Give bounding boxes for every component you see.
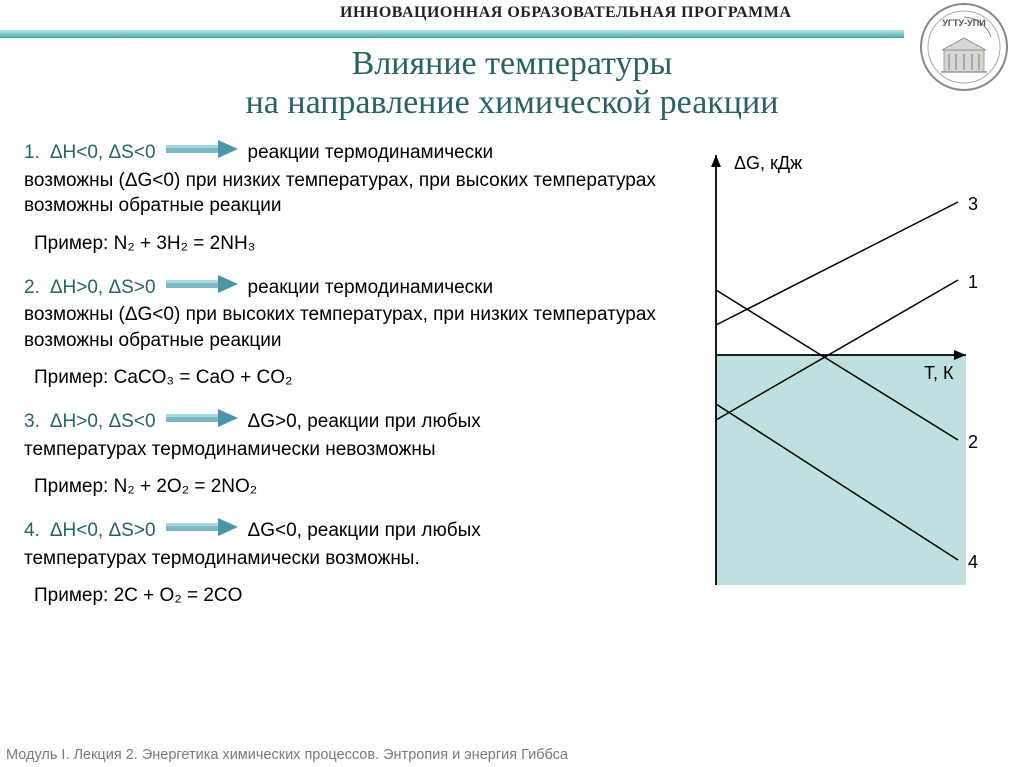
svg-text:T, К: T, К <box>924 363 954 383</box>
title-line-2: на направление химической реакции <box>246 84 779 121</box>
logo-text: УГТУ-УПИ <box>942 18 985 28</box>
svg-text:2: 2 <box>968 432 978 452</box>
case-condition: ΔH<0, ΔS<0 <box>50 140 156 166</box>
example-equation: CaCO₃ = CaO + CO₂ <box>114 367 293 388</box>
case-1: 1. ΔH<0, ΔS<0 реакции термодинамически в… <box>24 140 664 257</box>
example-equation: 2C + O₂ = 2CO <box>114 585 243 606</box>
header-divider <box>0 30 904 38</box>
svg-text:3: 3 <box>968 194 978 214</box>
gibbs-energy-chart: ΔG, кДж T, К 1 2 3 4 <box>686 140 996 600</box>
example-label: Пример: <box>34 476 108 497</box>
case-4: 4. ΔH<0, ΔS>0 ΔG<0, реакции при любых те… <box>24 518 664 609</box>
case-3: 3. ΔH>0, ΔS<0 ΔG>0, реакции при любых те… <box>24 409 664 500</box>
svg-text:4: 4 <box>968 552 978 572</box>
example-label: Пример: <box>34 585 108 606</box>
case-number: 4. <box>24 518 40 544</box>
footer-text: Модуль I. Лекция 2. Энергетика химически… <box>6 747 568 763</box>
case-example: Пример: N₂ + 2O₂ = 2NO₂ <box>34 474 664 500</box>
case-continuation: температурах термодинамически возможны. <box>24 546 664 572</box>
example-equation: N₂ + 2O₂ = 2NO₂ <box>114 476 258 497</box>
arrow-icon <box>166 140 238 166</box>
case-example: Пример: N₂ + 3H₂ = 2NH₃ <box>34 231 664 257</box>
example-label: Пример: <box>34 233 108 254</box>
arrow-icon <box>166 409 238 435</box>
example-label: Пример: <box>34 367 108 388</box>
svg-text:ΔG, кДж: ΔG, кДж <box>734 153 802 173</box>
case-after: реакции термодинамически <box>248 275 494 301</box>
case-number: 2. <box>24 275 40 301</box>
case-2: 2. ΔH>0, ΔS>0 реакции термодинамически в… <box>24 275 664 392</box>
case-number: 1. <box>24 140 40 166</box>
slide-title: Влияние температуры на направление химич… <box>0 44 1024 122</box>
arrow-icon <box>166 518 238 544</box>
case-after: ΔG<0, реакции при любых <box>248 518 481 544</box>
content-area: 1. ΔH<0, ΔS<0 реакции термодинамически в… <box>24 140 664 627</box>
case-continuation: возможны (ΔG<0) при низких температурах,… <box>24 168 664 219</box>
case-condition: ΔH>0, ΔS>0 <box>50 275 156 301</box>
arrow-icon <box>166 275 238 301</box>
case-continuation: температурах термодинамически невозможны <box>24 437 664 463</box>
header-program: ИННОВАЦИОННАЯ ОБРАЗОВАТЕЛЬНАЯ ПРОГРАММА <box>340 4 791 22</box>
svg-text:1: 1 <box>968 272 978 292</box>
case-after: ΔG>0, реакции при любых <box>248 409 481 435</box>
case-number: 3. <box>24 409 40 435</box>
case-example: Пример: 2C + O₂ = 2CO <box>34 583 664 609</box>
university-logo: УГТУ-УПИ <box>919 2 1009 92</box>
example-equation: N₂ + 3H₂ = 2NH₃ <box>114 233 256 254</box>
title-line-1: Влияние температуры <box>352 45 673 82</box>
case-condition: ΔH<0, ΔS>0 <box>50 518 156 544</box>
case-example: Пример: CaCO₃ = CaO + CO₂ <box>34 365 664 391</box>
case-continuation: возможны (ΔG<0) при высоких температурах… <box>24 302 664 353</box>
case-after: реакции термодинамически <box>248 140 494 166</box>
case-condition: ΔH>0, ΔS<0 <box>50 409 156 435</box>
